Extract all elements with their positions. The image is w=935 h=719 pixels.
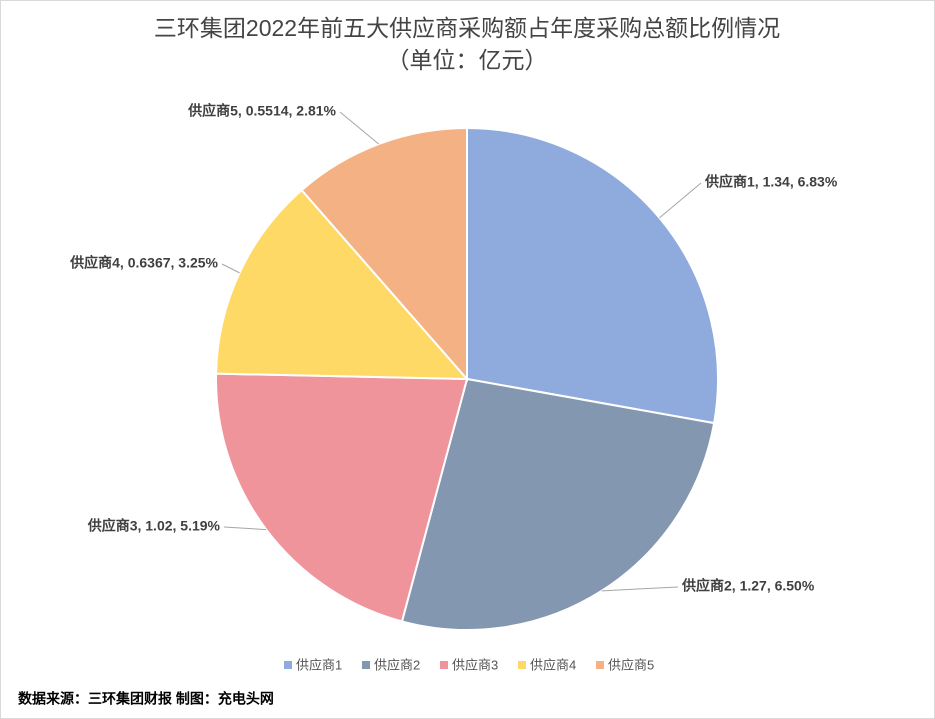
legend-swatch [284, 661, 292, 669]
legend-label: 供应商2 [374, 657, 420, 672]
source-note: 数据来源：三环集团财报 制图：充电头网 [18, 691, 274, 707]
legend-swatch [362, 661, 370, 669]
pie-slice [466, 126, 719, 425]
leader-line [221, 263, 240, 274]
leader-line [339, 111, 380, 145]
legend-label: 供应商4 [530, 657, 576, 672]
legend-label: 供应商5 [608, 657, 654, 672]
data-label: 供应商2, 1.27, 6.50% [681, 578, 815, 594]
leader-line [659, 182, 702, 219]
legend-label: 供应商1 [296, 657, 342, 672]
leader-line [223, 526, 267, 531]
data-label: 供应商1, 1.34, 6.83% [704, 174, 838, 190]
pie-slice [215, 188, 470, 381]
data-label: 供应商3, 1.02, 5.19% [87, 518, 221, 534]
pie-slice [215, 372, 469, 623]
leader-line [601, 586, 679, 592]
legend-swatch [596, 661, 604, 669]
legend-swatch [440, 661, 448, 669]
chart-title: 三环集团2022年前五大供应商采购额占年度采购总额比例情况 [154, 15, 780, 41]
data-label: 供应商4, 0.6367, 3.25% [69, 255, 218, 271]
chart-subtitle: （单位：亿元） [387, 47, 548, 73]
legend-swatch [518, 661, 526, 669]
data-label: 供应商5, 0.5514, 2.81% [187, 103, 336, 119]
legend-label: 供应商3 [452, 657, 498, 672]
